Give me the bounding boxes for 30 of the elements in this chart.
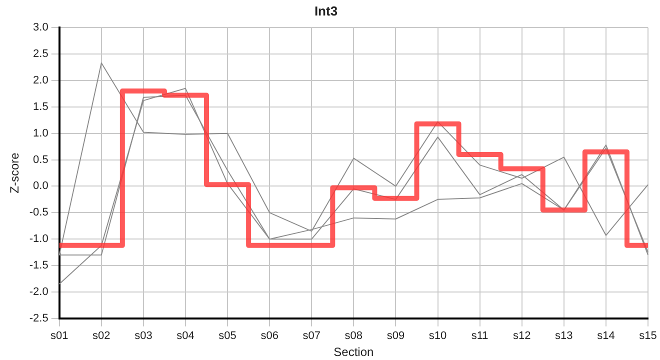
x-tick-label: s11 (471, 330, 488, 342)
y-tick-label: -1.0 (29, 233, 48, 246)
y-tick-label: -2.5 (29, 312, 48, 324)
y-tick-label: 1.5 (33, 100, 48, 113)
y-axis-title: Z-score (8, 152, 22, 194)
x-tick-label: s02 (92, 330, 110, 342)
y-tick-label: 3.0 (33, 22, 48, 34)
x-tick-label: s07 (302, 330, 321, 342)
y-tick-label: 2.5 (33, 48, 48, 60)
y-tick-label: -0.5 (29, 206, 48, 219)
y-tick-label: -2.0 (29, 286, 48, 298)
x-tick-label: s06 (260, 330, 278, 342)
x-tick-label: s08 (344, 330, 363, 342)
x-tick-label: s15 (639, 330, 657, 342)
y-tick-label: 2.0 (33, 74, 48, 87)
chart-title: Int3 (314, 3, 338, 18)
x-axis-title: Section (334, 345, 374, 360)
x-tick-label: s12 (512, 330, 531, 342)
x-tick-label: s05 (218, 330, 236, 342)
x-tick-label: s14 (597, 330, 615, 342)
x-tick-label: s04 (176, 330, 194, 342)
y-tick-label: 1.0 (33, 127, 48, 140)
x-tick-label: s01 (50, 330, 68, 342)
y-tick-label: 0.5 (33, 154, 48, 166)
x-tick-label: s13 (555, 330, 573, 342)
x-tick-label: s03 (134, 330, 152, 342)
y-tick-label: 0.0 (33, 180, 48, 192)
y-tick-label: -1.5 (29, 260, 48, 272)
x-tick-label: s09 (386, 330, 405, 342)
x-tick-label: s10 (428, 330, 447, 342)
